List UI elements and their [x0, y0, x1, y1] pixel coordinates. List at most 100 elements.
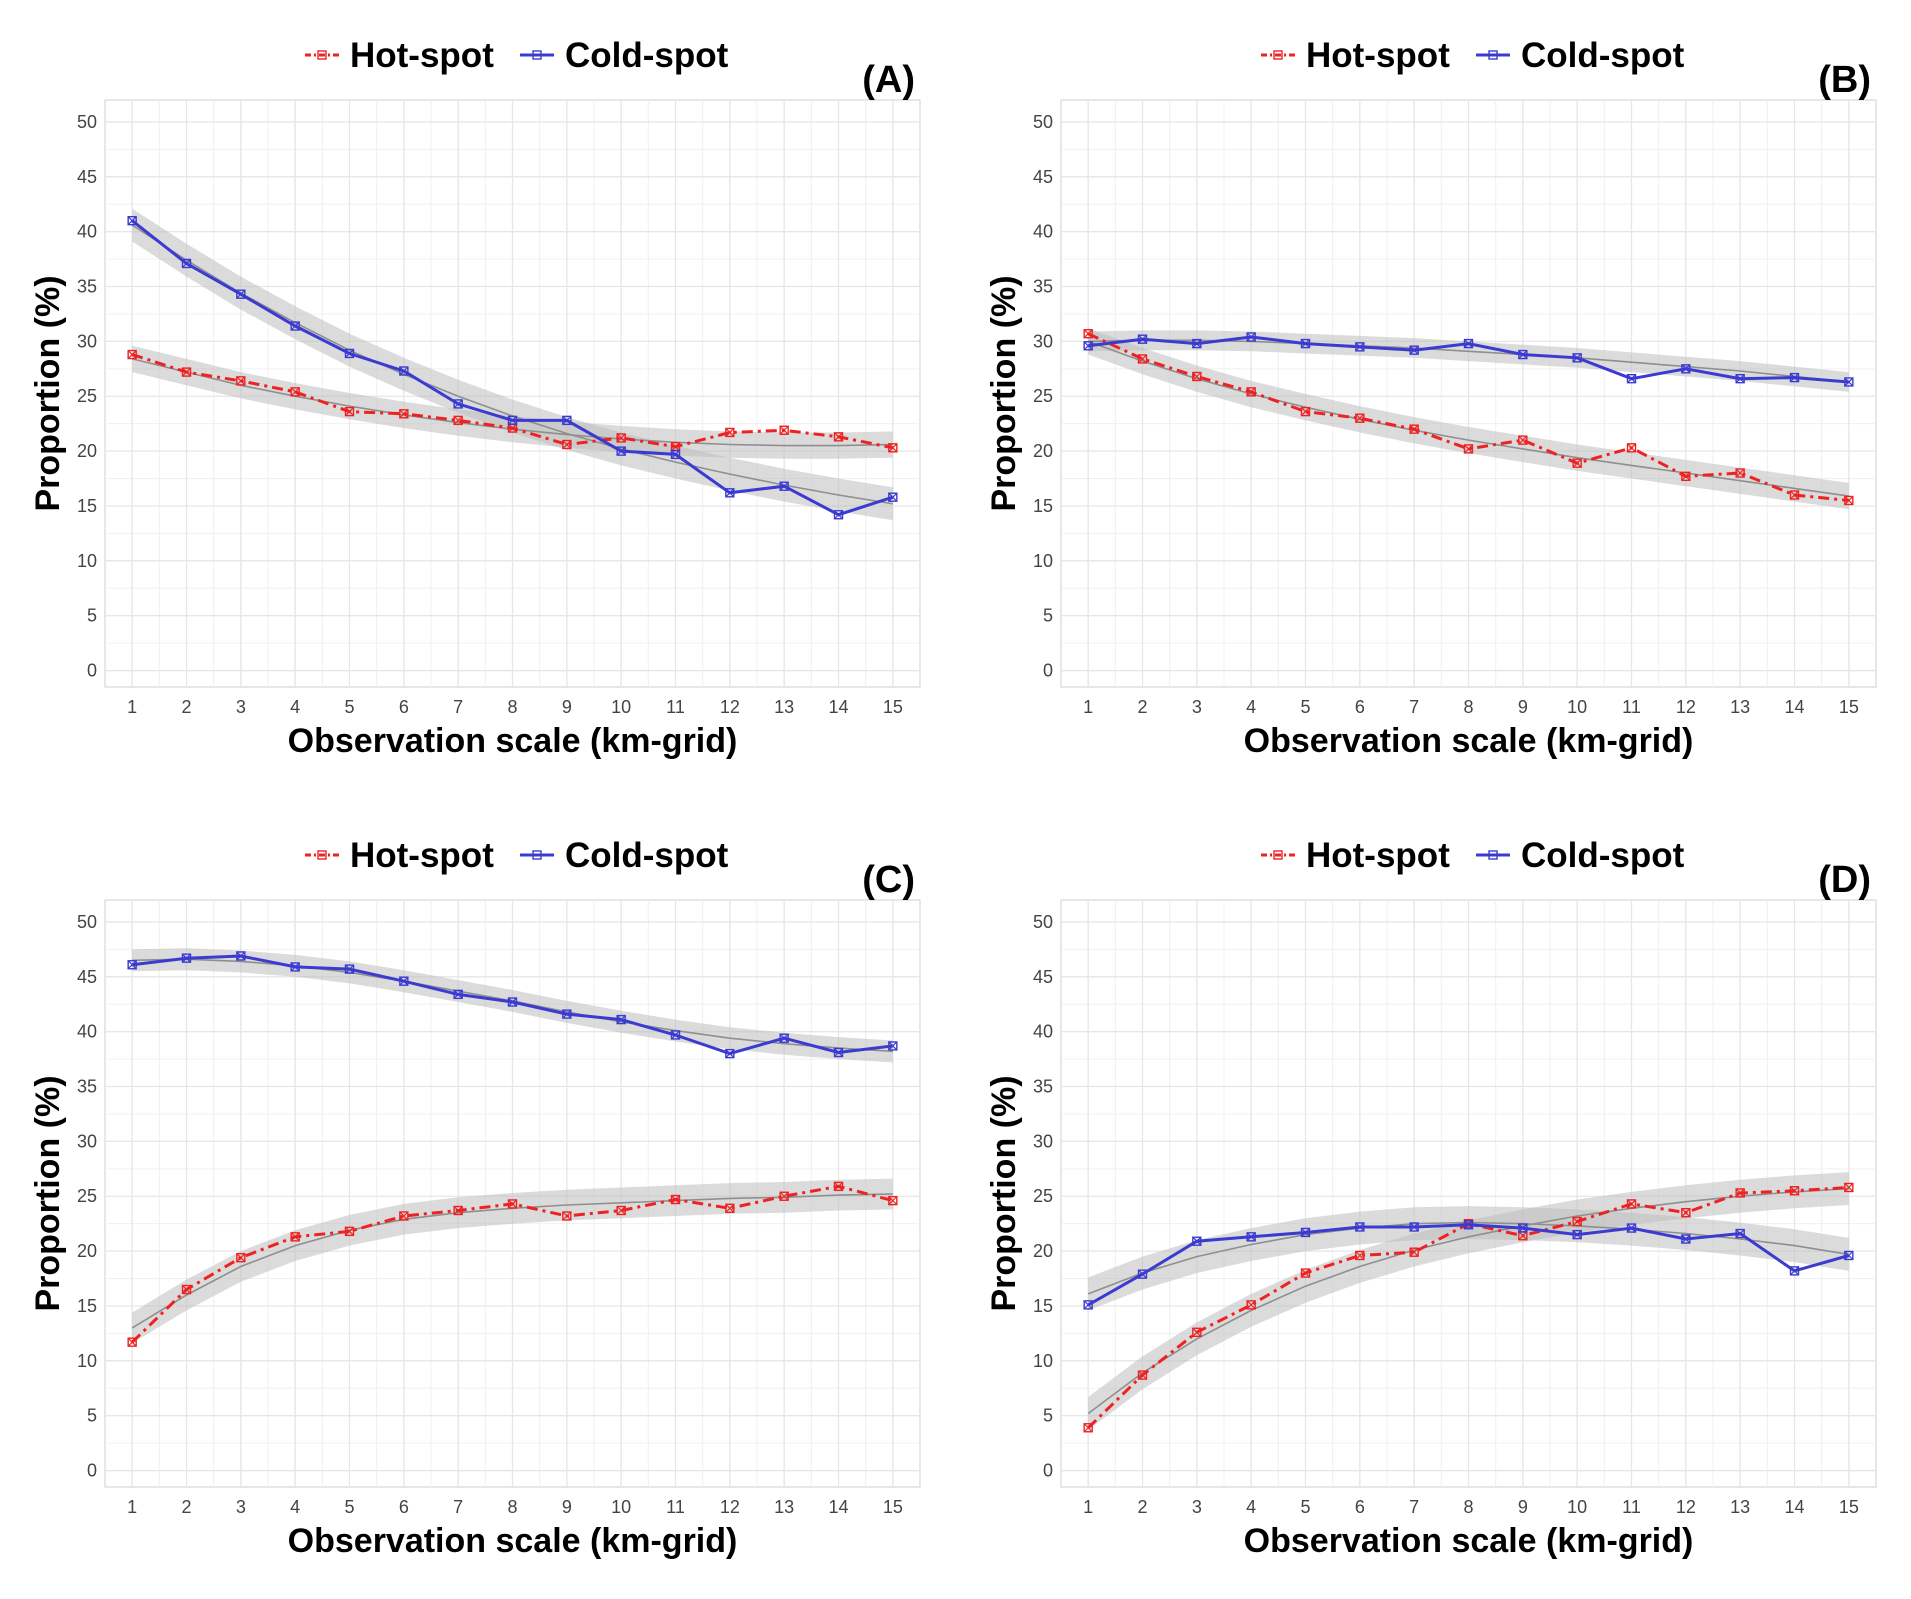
hot-spot-point	[779, 1191, 789, 1201]
x-tick-label: 6	[399, 1497, 409, 1517]
x-tick-label: 4	[1246, 697, 1256, 717]
cold-spot-point	[562, 1009, 572, 1019]
cold-spot-point	[1083, 1300, 1093, 1310]
x-tick-label: 8	[507, 1497, 517, 1517]
hot-spot-point	[1192, 1327, 1202, 1337]
cold-spot-point	[670, 449, 681, 460]
x-tick-label: 5	[1300, 1497, 1310, 1517]
cold-spot-point	[1844, 377, 1854, 387]
cold-spot-point	[616, 1014, 626, 1025]
x-tick-label: 2	[181, 697, 191, 717]
hot-spot-point	[1572, 1216, 1582, 1227]
hot-spot-point	[1409, 1247, 1419, 1257]
hot-spot-point	[1681, 471, 1691, 482]
x-tick-label: 3	[1192, 1497, 1202, 1517]
y-axis-title: Proportion (%)	[985, 1075, 1023, 1311]
hot-spot-point	[725, 427, 735, 438]
hot-spot-point	[1192, 371, 1202, 382]
hot-spot-point	[1626, 1199, 1637, 1209]
cold-spot-point	[399, 976, 409, 986]
cold-spot-point	[779, 481, 789, 491]
x-tick-label: 14	[828, 1497, 848, 1517]
hot-spot-point	[670, 1194, 681, 1205]
hot-spot-point	[1083, 329, 1093, 339]
hot-spot-point	[1300, 406, 1311, 417]
cold-spot-point	[1192, 1236, 1202, 1246]
panel-label: (C)	[862, 859, 915, 901]
cold-spot-point	[1518, 349, 1528, 360]
cold-spot-point	[1518, 1223, 1528, 1233]
y-tick-label: 40	[77, 222, 97, 242]
x-tick-label: 12	[720, 697, 740, 717]
hot-spot-point	[290, 1232, 300, 1242]
y-tick-label: 15	[1033, 1296, 1053, 1316]
x-tick-label: 4	[290, 1497, 300, 1517]
panel-label: (B)	[1818, 59, 1871, 101]
x-tick-label: 5	[344, 1497, 354, 1517]
y-tick-label: 30	[77, 1131, 97, 1151]
cold-spot-point	[236, 289, 246, 299]
x-tick-label: 15	[883, 697, 903, 717]
cold-spot-point	[1735, 373, 1745, 384]
y-axis-title: Proportion (%)	[29, 275, 67, 511]
y-tick-label: 35	[77, 277, 97, 297]
cold-spot-point	[888, 492, 898, 502]
legend: Hot-spot Cold-spot	[305, 836, 729, 875]
legend-hot-label: Hot-spot	[350, 836, 494, 875]
x-tick-label: 10	[611, 697, 631, 717]
y-tick-label: 35	[77, 1077, 97, 1097]
cold-spot-point	[1681, 364, 1691, 374]
cold-spot-point	[1083, 341, 1093, 351]
cold-spot-confidence-band	[132, 208, 893, 521]
x-tick-label: 13	[774, 1497, 794, 1517]
hot-spot-point	[1844, 495, 1854, 506]
cold-spot-point	[1789, 372, 1800, 383]
x-tick-label: 3	[236, 697, 246, 717]
x-tick-label: 6	[1355, 697, 1365, 717]
hot-spot-point	[725, 1203, 735, 1214]
cold-spot-point	[1463, 338, 1474, 349]
panel-a: 0 5 10 15 20 25 30 35 40 45 50 1 2 3 4 5 6 7 8 9 10 11 12 13 14 1…	[0, 0, 955, 799]
x-tick-label: 1	[1083, 697, 1093, 717]
x-tick-label: 9	[1518, 1497, 1528, 1517]
x-tick-label: 7	[1409, 697, 1419, 717]
panel-label: (D)	[1818, 859, 1871, 901]
hot-spot-point	[1246, 387, 1256, 397]
cold-spot-point	[1300, 338, 1311, 349]
cold-spot-point	[1626, 1223, 1637, 1233]
x-tick-label: 2	[1137, 697, 1147, 717]
cold-spot-point	[1572, 353, 1582, 363]
cold-spot-point	[1246, 1232, 1256, 1242]
x-tick-label: 8	[507, 697, 517, 717]
grid	[105, 100, 920, 687]
y-tick-label: 15	[77, 1296, 97, 1316]
hot-spot-point	[127, 349, 137, 360]
grid	[1061, 100, 1876, 687]
cold-spot-confidence-band	[1088, 330, 1849, 392]
x-tick-label: 10	[1567, 697, 1587, 717]
hot-spot-point	[181, 1284, 192, 1295]
hot-spot-point	[1626, 443, 1637, 453]
y-tick-label: 40	[77, 1022, 97, 1042]
x-tick-label: 13	[774, 697, 794, 717]
x-tick-label: 8	[1463, 1497, 1473, 1517]
y-tick-label: 0	[87, 661, 97, 681]
x-axis-title: Observation scale (km-grid)	[1244, 722, 1694, 760]
cold-spot-point	[670, 1030, 681, 1040]
hot-spot-point	[1355, 413, 1365, 423]
cold-spot-point	[725, 1048, 735, 1059]
hot-spot-point	[236, 376, 246, 386]
y-tick-label: 10	[1033, 1351, 1053, 1371]
hot-spot-point	[670, 442, 681, 452]
hot-spot-point	[127, 1337, 137, 1347]
cold-spot-point	[779, 1033, 789, 1043]
y-tick-label: 15	[77, 496, 97, 516]
legend-hot-marker	[317, 850, 327, 860]
cold-spot-point	[562, 415, 572, 426]
y-axis-title: Proportion (%)	[985, 275, 1023, 511]
grid	[105, 900, 920, 1487]
cold-spot-point	[1626, 373, 1637, 384]
x-tick-label: 9	[1518, 697, 1528, 717]
